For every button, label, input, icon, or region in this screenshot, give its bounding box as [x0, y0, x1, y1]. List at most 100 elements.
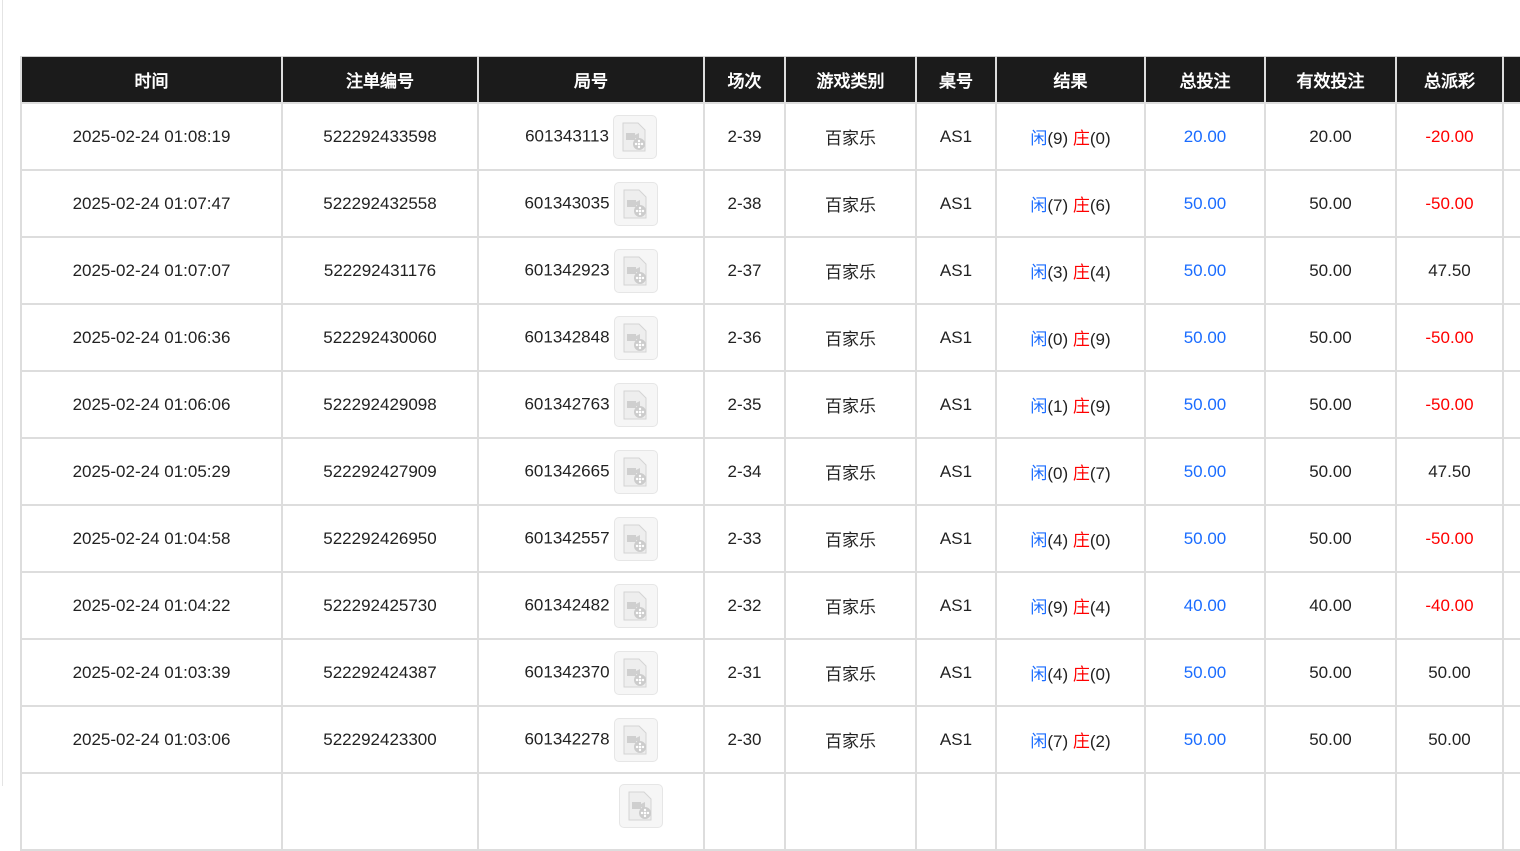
- valid-bet-cell: 40.00: [1264, 571, 1397, 640]
- payout-cell: 47.50: [1395, 437, 1504, 506]
- valid-bet-cell: 50.00: [1264, 303, 1397, 372]
- table-cell: AS1: [915, 705, 997, 774]
- extra-cell: [1502, 437, 1520, 506]
- bet-no-cell: 522292426950: [281, 504, 479, 573]
- game-cell: 百家乐: [784, 638, 917, 707]
- banker-label: 庄: [1072, 397, 1090, 416]
- round-number: 601343035: [524, 192, 610, 212]
- empty-cell: [281, 772, 479, 851]
- shoe-cell: 2-39: [703, 102, 786, 171]
- banker-label: 庄: [1072, 263, 1090, 282]
- empty-cell: [703, 772, 786, 851]
- result-cell: 闲(0) 庄(9): [995, 303, 1146, 372]
- round-cell: 601342763: [477, 370, 705, 439]
- video-replay-icon[interactable]: [613, 583, 658, 628]
- video-replay-icon[interactable]: [613, 248, 658, 293]
- round-cell: 601342370: [477, 638, 705, 707]
- payout-cell: 50.00: [1395, 705, 1504, 774]
- banker-score: (4): [1089, 598, 1111, 617]
- banker-score: (9): [1089, 330, 1111, 349]
- player-label: 闲: [1030, 129, 1048, 148]
- bet-no-cell: 522292429098: [281, 370, 479, 439]
- table-row: 2025-02-24 01:06:36 522292430060 6013428…: [20, 303, 1520, 372]
- header-result: 结果: [995, 56, 1146, 103]
- game-cell: 百家乐: [784, 303, 917, 372]
- empty-cell: [1395, 772, 1504, 851]
- bet-no-cell: 522292433598: [281, 102, 479, 171]
- result-cell: 闲(7) 庄(2): [995, 705, 1146, 774]
- bet-no-cell: 522292424387: [281, 638, 479, 707]
- total-bet-cell: 20.00: [1144, 102, 1266, 171]
- table-row-partial: [20, 772, 1520, 851]
- video-replay-icon[interactable]: [613, 717, 658, 762]
- game-cell: 百家乐: [784, 169, 917, 238]
- banker-score: (7): [1089, 464, 1111, 483]
- banker-label: 庄: [1072, 464, 1090, 483]
- banker-score: (0): [1089, 129, 1111, 148]
- header-extra: [1502, 56, 1520, 103]
- player-label: 闲: [1030, 397, 1048, 416]
- extra-cell: [1502, 705, 1520, 774]
- player-score: (1): [1047, 397, 1069, 416]
- shoe-cell: 2-33: [703, 504, 786, 573]
- banker-score: (0): [1089, 665, 1111, 684]
- result-cell: 闲(4) 庄(0): [995, 638, 1146, 707]
- video-replay-icon[interactable]: [613, 315, 658, 360]
- banker-score: (0): [1089, 531, 1111, 550]
- player-label: 闲: [1030, 665, 1048, 684]
- extra-cell: [1502, 571, 1520, 640]
- result-cell: 闲(4) 庄(0): [995, 504, 1146, 573]
- table-row: 2025-02-24 01:06:06 522292429098 6013427…: [20, 370, 1520, 439]
- page-border: [2, 0, 3, 786]
- video-replay-icon[interactable]: [619, 784, 663, 828]
- total-bet-cell: 50.00: [1144, 370, 1266, 439]
- header-table: 桌号: [915, 56, 997, 103]
- extra-cell: [1502, 169, 1520, 238]
- empty-cell: [995, 772, 1146, 851]
- round-number: 601342923: [524, 259, 610, 279]
- banker-label: 庄: [1072, 330, 1090, 349]
- round-cell: 601343113: [477, 102, 705, 171]
- banker-score: (6): [1089, 196, 1111, 215]
- shoe-cell: 2-31: [703, 638, 786, 707]
- payout-cell: -50.00: [1395, 303, 1504, 372]
- extra-cell: [1502, 102, 1520, 171]
- round-number: 601342482: [524, 594, 610, 614]
- player-score: (9): [1047, 129, 1069, 148]
- video-replay-icon[interactable]: [613, 382, 658, 427]
- time-cell: 2025-02-24 01:05:29: [20, 437, 283, 506]
- video-replay-icon[interactable]: [613, 516, 658, 561]
- header-valid-bet: 有效投注: [1264, 56, 1397, 103]
- time-cell: 2025-02-24 01:07:07: [20, 236, 283, 305]
- table-row: 2025-02-24 01:03:06 522292423300 6013422…: [20, 705, 1520, 774]
- result-cell: 闲(9) 庄(0): [995, 102, 1146, 171]
- bet-no-cell: 522292425730: [281, 571, 479, 640]
- video-replay-icon[interactable]: [612, 114, 657, 159]
- time-cell: 2025-02-24 01:08:19: [20, 102, 283, 171]
- player-score: (7): [1047, 732, 1069, 751]
- table-cell: AS1: [915, 236, 997, 305]
- round-cell: 601342665: [477, 437, 705, 506]
- player-score: (0): [1047, 464, 1069, 483]
- video-replay-icon[interactable]: [613, 181, 658, 226]
- round-number: 601342665: [524, 460, 610, 480]
- total-bet-cell: 50.00: [1144, 638, 1266, 707]
- player-score: (4): [1047, 531, 1069, 550]
- table-cell: AS1: [915, 571, 997, 640]
- valid-bet-cell: 20.00: [1264, 102, 1397, 171]
- video-replay-icon[interactable]: [613, 650, 658, 695]
- table-cell: AS1: [915, 102, 997, 171]
- video-replay-icon[interactable]: [613, 449, 658, 494]
- shoe-cell: 2-30: [703, 705, 786, 774]
- banker-label: 庄: [1072, 196, 1090, 215]
- bet-history-table: 时间 注单编号 局号 场次 游戏类别 桌号 结果 总投注 有效投注 总派彩 20…: [20, 56, 1520, 851]
- table-cell: AS1: [915, 504, 997, 573]
- empty-cell: [784, 772, 917, 851]
- time-cell: 2025-02-24 01:03:39: [20, 638, 283, 707]
- player-score: (4): [1047, 665, 1069, 684]
- game-cell: 百家乐: [784, 504, 917, 573]
- shoe-cell: 2-32: [703, 571, 786, 640]
- round-number: 601342763: [524, 393, 610, 413]
- game-cell: 百家乐: [784, 437, 917, 506]
- payout-cell: 47.50: [1395, 236, 1504, 305]
